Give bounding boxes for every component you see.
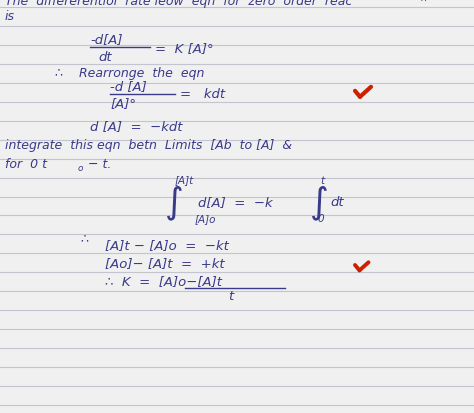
Text: n: n [421,0,427,3]
Text: =  K [A]°: = K [A]° [155,42,214,55]
Text: [A]t: [A]t [175,175,194,185]
Text: =   kdt: = kdt [180,88,225,101]
Text: dt: dt [330,195,344,209]
Text: ∴    Rearronge  the  eqn: ∴ Rearronge the eqn [55,67,204,80]
Text: t: t [228,289,233,302]
Text: ∴  K  =  [A]o−[A]t: ∴ K = [A]o−[A]t [105,274,222,287]
Text: d [A]  =  −kdt: d [A] = −kdt [90,120,182,133]
Text: -d[A]: -d[A] [90,33,122,46]
Text: ∫: ∫ [165,185,184,219]
Text: [A]°: [A]° [110,97,136,110]
Text: ∫: ∫ [310,185,329,219]
Text: ∴: ∴ [80,231,88,244]
Text: [A]t − [A]o  =  −kt: [A]t − [A]o = −kt [105,238,229,252]
Text: − t.: − t. [88,158,111,171]
Text: integrate  this eqn  betn  Limits  [Ab  to [A]  &: integrate this eqn betn Limits [Ab to [A… [5,139,292,152]
Text: -d [A]: -d [A] [110,80,147,93]
Text: 0: 0 [317,214,324,224]
Text: The  differerentiol  rate leow  eqn  for  zero  order  reac: The differerentiol rate leow eqn for zer… [5,0,352,9]
Text: is: is [5,9,15,22]
Text: o: o [78,164,83,173]
Text: d[A]  =  −k: d[A] = −k [198,195,273,209]
Text: [Ao]− [A]t  =  +kt: [Ao]− [A]t = +kt [105,256,225,269]
Text: [A]o: [A]o [195,214,217,224]
Text: t: t [320,175,324,185]
Text: dt: dt [98,51,111,64]
Text: for  0 t: for 0 t [5,158,47,171]
